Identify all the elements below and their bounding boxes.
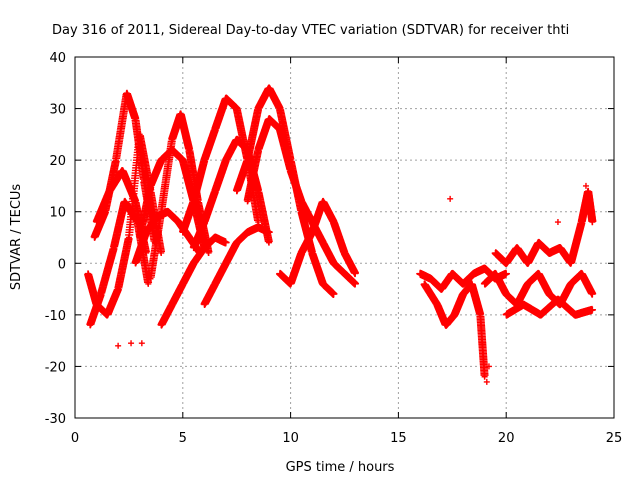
x-tick-label: 5 [179,431,187,446]
y-tick-label: 10 [49,206,66,221]
axis-ticks: -30 -20 -10 0 10 20 30 40 0 5 10 15 20 25 [45,51,623,446]
grid-lines [75,57,614,418]
y-tick-label: 0 [58,257,66,272]
y-tick-label: -20 [45,360,66,375]
chart-title: Day 316 of 2011, Sidereal Day-to-day VTE… [52,23,569,38]
y-tick-label: -30 [45,412,66,427]
y-tick-label: 30 [49,103,66,118]
data-points [84,84,597,385]
x-tick-label: 0 [71,431,79,446]
y-tick-label: 20 [49,154,66,169]
data-point [145,280,152,287]
x-tick-label: 25 [606,431,623,446]
data-point [158,249,165,256]
y-tick-label: -10 [45,309,66,324]
x-tick-label: 20 [498,431,515,446]
y-tick-label: 40 [49,51,66,66]
x-tick-label: 10 [282,431,299,446]
x-tick-label: 15 [390,431,407,446]
